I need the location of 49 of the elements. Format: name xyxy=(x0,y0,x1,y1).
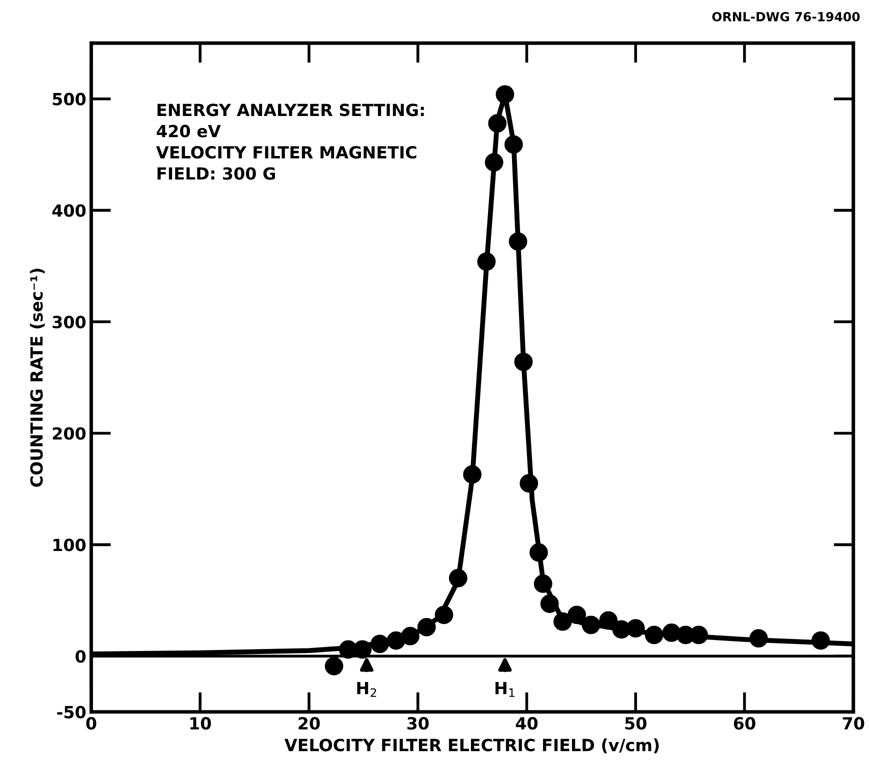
point xyxy=(477,252,496,271)
point xyxy=(417,618,436,636)
point xyxy=(811,631,830,650)
point xyxy=(514,352,533,372)
point xyxy=(484,153,504,172)
x-tick-label: 40 xyxy=(516,717,538,730)
point xyxy=(520,474,538,493)
text: ORNL-DWG 76-19400 xyxy=(712,12,860,22)
y-tick-label: 0 xyxy=(76,650,86,663)
x-tick-label: 50 xyxy=(625,717,646,730)
x-tick-label: 60 xyxy=(734,717,756,730)
point xyxy=(324,656,344,676)
y-tick-label: 500 xyxy=(52,92,86,106)
annotation: H$_{1}$ xyxy=(495,682,514,697)
point xyxy=(626,619,645,638)
point xyxy=(488,114,507,133)
point xyxy=(582,616,600,634)
y-tick-label: 300 xyxy=(52,316,86,328)
point xyxy=(463,465,482,484)
point xyxy=(540,594,559,613)
annotation: H$_{2}$ xyxy=(357,682,376,697)
point xyxy=(553,612,572,631)
point xyxy=(599,611,618,630)
x-tick-label: 0 xyxy=(86,717,96,730)
x-tick-label: 10 xyxy=(190,717,211,730)
point xyxy=(504,135,523,154)
point xyxy=(496,85,514,104)
y-tick-label: 200 xyxy=(52,427,86,440)
y-tick-label: -50 xyxy=(57,706,86,718)
x-tick-label: 20 xyxy=(298,717,320,730)
point xyxy=(448,568,468,588)
point xyxy=(749,629,768,648)
annotation: ENERGY ANALYZER SETTING: 420 eV VELOCITY FILTER MAGNETIC FIELD: 300 G xyxy=(156,104,424,180)
point xyxy=(386,631,406,650)
point xyxy=(568,606,586,624)
y-tick-label: 100 xyxy=(53,538,86,552)
y-tick-label: 400 xyxy=(52,204,86,217)
point xyxy=(370,634,389,654)
point xyxy=(401,626,420,646)
x-axis-title: VELOCITY FILTER ELECTRIC FIELD (v/cm) xyxy=(284,738,659,754)
point xyxy=(534,574,552,593)
x-tick-label: 70 xyxy=(842,717,864,730)
point xyxy=(530,543,548,562)
point xyxy=(353,640,372,659)
point xyxy=(644,626,664,644)
point xyxy=(508,232,528,251)
x-tick-label: 30 xyxy=(407,717,429,730)
point xyxy=(434,606,454,624)
y-axis-title: COUNTING RATE (sec⁻¹) xyxy=(30,268,45,487)
